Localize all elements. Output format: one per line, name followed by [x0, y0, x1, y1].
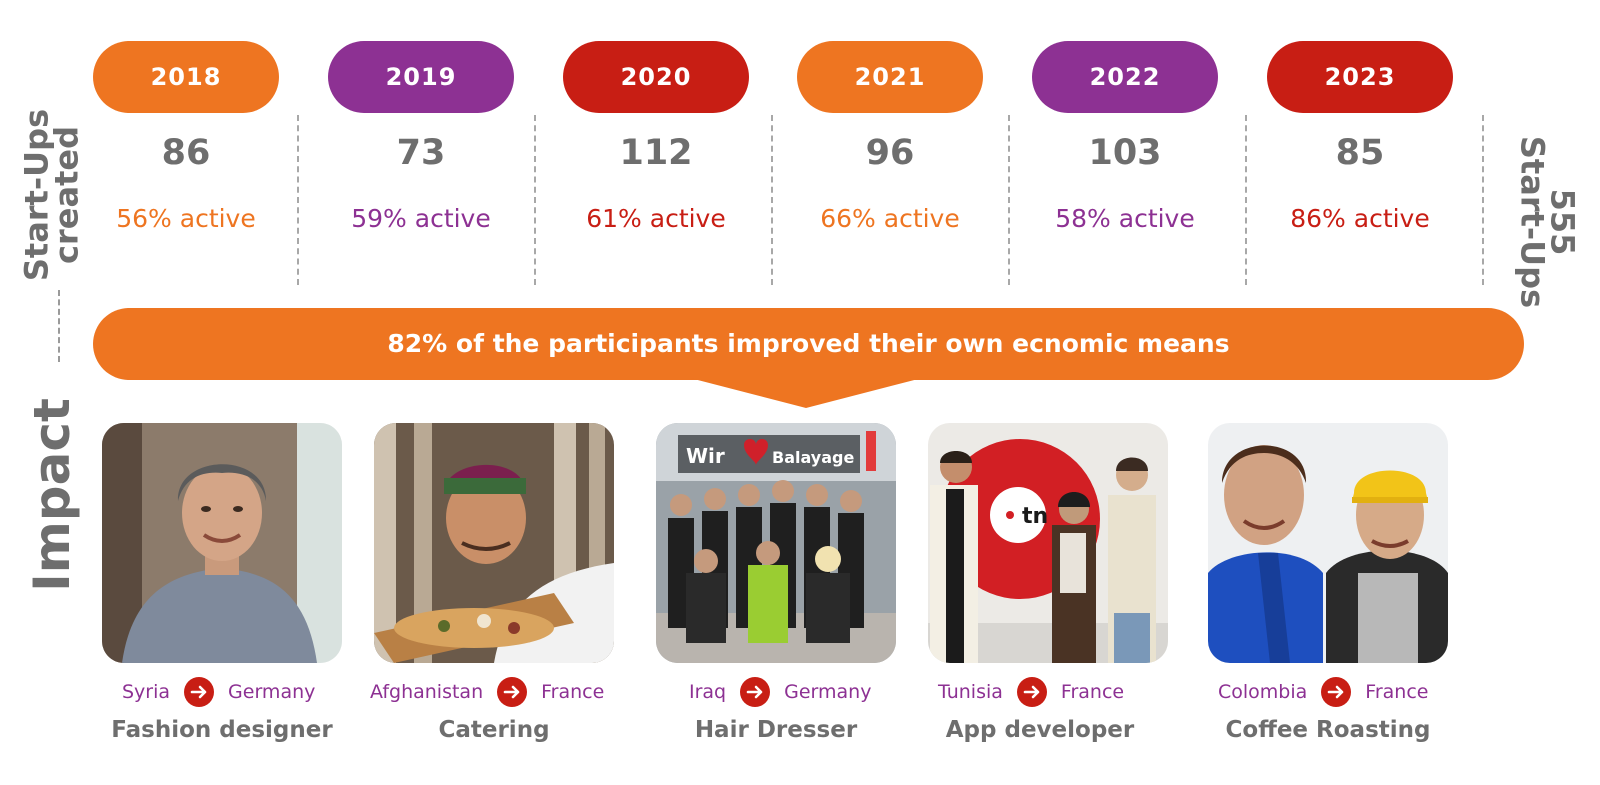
year-pill: 2023 [1267, 41, 1453, 113]
app-developer-photo: tn [928, 423, 1168, 663]
total-startups-number: 555 [1543, 188, 1582, 256]
coffee-roasting-photo [1208, 423, 1448, 663]
year-column-2020: 2020 112 61% active [563, 41, 749, 235]
active-percentage: 58% active [1055, 204, 1195, 233]
person-card-app-developer: tn [928, 423, 1168, 663]
hair-dresser-photo: Wir Balayage [656, 423, 896, 663]
year-pill: 2020 [563, 41, 749, 113]
year-column-2019: 2019 73 59% active [328, 41, 514, 235]
startup-count: 73 [396, 133, 446, 173]
left-divider [58, 290, 60, 362]
column-divider [534, 115, 536, 285]
year-pill: 2021 [797, 41, 983, 113]
column-divider [297, 115, 299, 285]
person-card-hair-dresser: Wir Balayage [656, 423, 896, 663]
column-divider [1245, 115, 1247, 285]
destination-country: France [1060, 681, 1125, 703]
startups-created-label: Start-Ups created [18, 109, 86, 281]
arrow-right-icon [497, 677, 528, 707]
salon-sign-left: Wir [686, 444, 725, 468]
startup-count: 112 [619, 133, 693, 173]
active-percentage: 56% active [116, 204, 256, 233]
arrow-right-icon [1016, 677, 1047, 707]
person-card-coffee-roasting [1208, 423, 1448, 663]
destination-country: France [541, 681, 605, 703]
year-column-2023: 2023 85 86% active [1267, 41, 1453, 235]
active-percentage: 66% active [820, 204, 960, 233]
origin-destination-route: Syria Germany [122, 677, 315, 707]
destination-country: France [1365, 681, 1429, 703]
year-column-2022: 2022 103 58% active [1032, 41, 1218, 235]
origin-country: Afghanistan [370, 681, 484, 703]
profession-label: Coffee Roasting [1225, 717, 1431, 743]
startup-count: 103 [1088, 133, 1162, 173]
profession-label: App developer [945, 717, 1135, 743]
startup-count: 85 [1335, 133, 1385, 173]
startup-count: 86 [161, 133, 211, 173]
total-startups-label: 555 Start-Ups [1513, 135, 1582, 309]
profession-label: Fashion designer [111, 717, 333, 743]
startups-created-line2: created [48, 126, 86, 264]
impact-label: Impact [23, 398, 81, 592]
fashion-designer-photo [102, 423, 342, 663]
total-startups-text: Start-Ups [1513, 135, 1551, 309]
origin-country: Syria [122, 681, 171, 703]
salon-sign-right: Balayage [772, 448, 854, 467]
company-logo-text: tn [1022, 504, 1048, 529]
origin-destination-route: Iraq Germany [689, 677, 871, 707]
origin-destination-route: Tunisia France [938, 677, 1124, 707]
impact-banner-pointer [690, 378, 922, 408]
active-percentage: 59% active [351, 204, 491, 233]
impact-banner: 82% of the participants improved their o… [93, 308, 1524, 380]
year-column-2021: 2021 96 66% active [797, 41, 983, 235]
catering-photo [374, 423, 614, 663]
destination-country: Germany [784, 681, 872, 703]
arrow-right-icon [1321, 677, 1352, 707]
active-percentage: 86% active [1290, 204, 1430, 233]
arrow-right-icon [184, 677, 215, 707]
arrow-right-icon [740, 677, 771, 707]
origin-country: Tunisia [938, 681, 1003, 703]
year-pill: 2018 [93, 41, 279, 113]
column-divider [1482, 115, 1484, 285]
column-divider [771, 115, 773, 285]
origin-destination-route: Afghanistan France [370, 677, 604, 707]
destination-country: Germany [228, 681, 316, 703]
year-pill: 2022 [1032, 41, 1218, 113]
origin-destination-route: Colombia France [1218, 677, 1428, 707]
year-pill: 2019 [328, 41, 514, 113]
origin-country: Iraq [689, 681, 727, 703]
year-column-2018: 2018 86 56% active [93, 41, 279, 235]
startup-count: 96 [865, 133, 915, 173]
profession-label: Hair Dresser [694, 717, 858, 743]
profession-label: Catering [438, 717, 550, 743]
origin-country: Colombia [1218, 681, 1308, 703]
person-card-fashion-designer [102, 423, 342, 663]
person-card-catering [374, 423, 614, 663]
column-divider [1008, 115, 1010, 285]
active-percentage: 61% active [586, 204, 726, 233]
